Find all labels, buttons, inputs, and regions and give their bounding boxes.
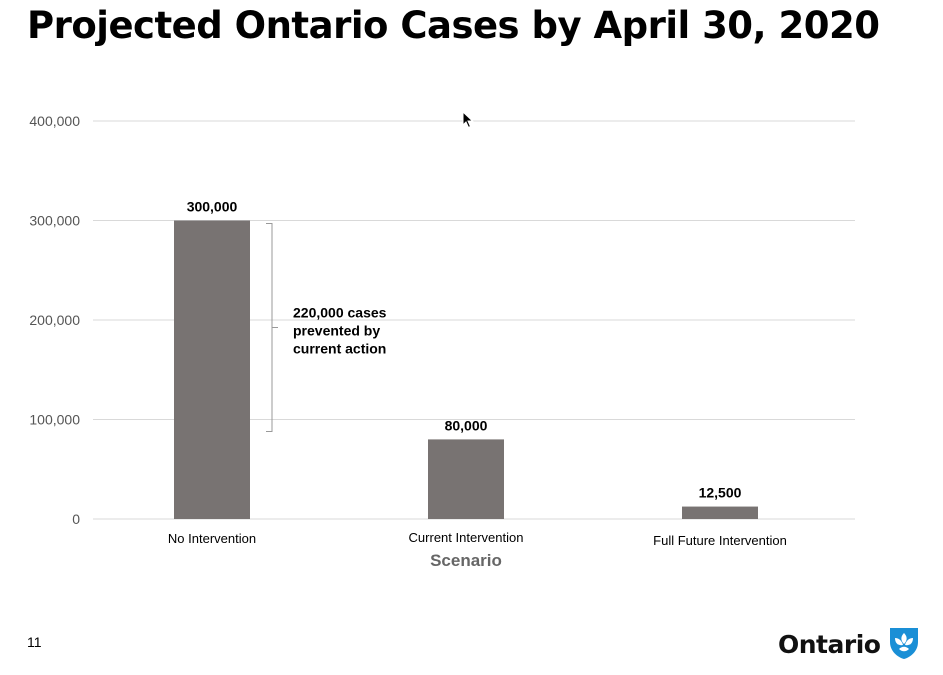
y-axis-tick-labels: 0 100,000 200,000 300,000 400,000	[29, 113, 80, 527]
bar	[682, 506, 758, 519]
y-tick-label: 200,000	[29, 312, 80, 328]
data-label: 300,000	[187, 199, 238, 215]
bar-chart: 0 100,000 200,000 300,000 400,000 300,000 80,…	[29, 113, 855, 570]
page-number: 11	[27, 634, 42, 650]
x-axis-title: Scenario	[430, 551, 502, 570]
category-labels: No Intervention Current Intervention Full …	[168, 530, 787, 548]
bar	[428, 439, 504, 519]
annotation-text: prevented by	[293, 322, 380, 338]
bar	[174, 220, 250, 519]
annotation-text: 220,000 cases	[293, 304, 387, 320]
bars	[174, 220, 758, 519]
y-tick-label: 0	[72, 511, 80, 527]
y-tick-label: 300,000	[29, 213, 80, 229]
data-label: 80,000	[445, 417, 488, 433]
y-tick-label: 100,000	[29, 412, 80, 428]
slide-title: Projected Ontario Cases by April 30, 202…	[27, 4, 880, 47]
category-label: No Intervention	[168, 531, 256, 546]
data-labels: 300,000 80,000 12,500	[187, 199, 742, 501]
category-label: Current Intervention	[409, 530, 524, 545]
trillium-icon	[886, 624, 922, 665]
category-label: Full Future Intervention	[653, 533, 787, 548]
logo-wordmark: Ontario	[778, 630, 881, 659]
mouse-pointer-icon	[462, 110, 474, 134]
annotation-bracket	[266, 222, 278, 432]
annotation-text: current action	[293, 340, 386, 356]
data-label: 12,500	[699, 485, 742, 501]
ontario-logo: Ontario	[778, 624, 922, 665]
annotation: 220,000 cases prevented by current action	[266, 222, 387, 432]
y-tick-label: 400,000	[29, 113, 80, 129]
